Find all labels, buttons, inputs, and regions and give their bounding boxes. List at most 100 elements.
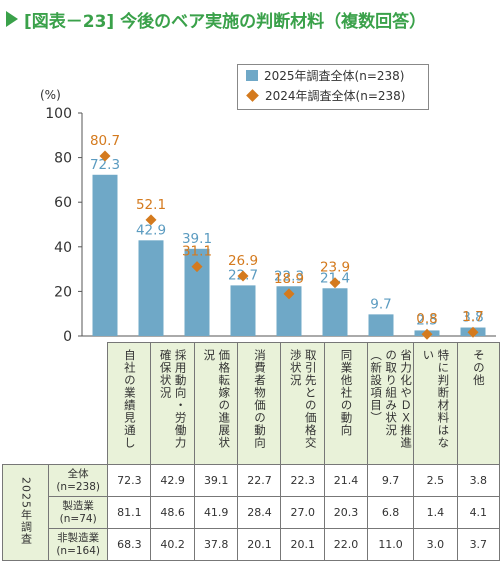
marker-value-label-2024: 18.9 bbox=[274, 271, 304, 287]
table-cell: 3.7 bbox=[456, 528, 500, 561]
marker-2024 bbox=[145, 214, 157, 226]
table-cell: 2.5 bbox=[413, 464, 458, 497]
bar-value-label-2025: 2.5 bbox=[416, 312, 437, 328]
y-tick-label: 60 bbox=[54, 195, 72, 211]
legend-diamond-swatch bbox=[246, 88, 259, 102]
category-label: 特に判断材料はない bbox=[421, 349, 451, 449]
category-label: 自社の業績見通し bbox=[122, 349, 137, 449]
category-label: 取引先との価格交渉状況 bbox=[288, 349, 318, 449]
table-row: 非製造業 (n=164) 68.3 40.2 37.8 20.1 20.1 22.0 11.0… bbox=[3, 528, 500, 561]
bar-2025 bbox=[322, 288, 348, 336]
category-header-cell: 省力化やＤＸ推進の取り組み状況（新設項目） bbox=[367, 342, 415, 465]
bar-value-label-2025: 22.3 bbox=[274, 268, 304, 284]
table-cell: 20.3 bbox=[324, 496, 369, 529]
category-label: 採用動向・労働力確保状況 bbox=[158, 349, 188, 449]
table-cell: 1.4 bbox=[413, 496, 458, 529]
row-label: 非製造業 (n=164) bbox=[47, 528, 109, 561]
y-tick-label: 0 bbox=[63, 329, 72, 345]
category-header-cell: 採用動向・労働力確保状況 bbox=[150, 342, 195, 465]
table-cell: 21.4 bbox=[324, 464, 369, 497]
table-cell: 22.7 bbox=[237, 464, 282, 497]
category-header-row: 自社の業績見通し 採用動向・労働力確保状況 価格転嫁の進展状況 消費者物価の動向 取引先… bbox=[2, 342, 500, 465]
marker-value-label-2024: 26.9 bbox=[228, 253, 258, 269]
marker-value-label-2024: 31.1 bbox=[182, 244, 212, 260]
bar-chart: 02040608010072.380.742.952.139.131.122.7… bbox=[45, 106, 496, 345]
legend-item-2024: 2024年調査全体(n=238) bbox=[238, 85, 428, 105]
table-cell: 3.8 bbox=[456, 464, 500, 497]
table-corner bbox=[2, 342, 108, 465]
table-cell: 20.1 bbox=[280, 528, 326, 561]
legend: 2025年調査全体(n=238) 2024年調査全体(n=238) bbox=[237, 64, 429, 110]
category-header-cell: 同業他社の動向 bbox=[324, 342, 369, 465]
table-row: 製造業 (n=74) 81.1 48.6 41.9 28.4 27.0 20.3 6.8 1.4… bbox=[3, 496, 500, 529]
marker-value-label-2024: 0.8 bbox=[416, 311, 437, 327]
table-cell: 37.8 bbox=[193, 528, 239, 561]
category-header-cell: 消費者物価の動向 bbox=[237, 342, 282, 465]
category-header-cell: その他 bbox=[456, 342, 500, 465]
table-cell: 42.9 bbox=[150, 464, 195, 497]
row-label: 全体 (n=238) bbox=[47, 464, 109, 497]
bar-2025 bbox=[138, 240, 164, 336]
marker-2024 bbox=[421, 328, 433, 340]
legend-label-2024: 2024年調査全体(n=238) bbox=[265, 88, 406, 103]
category-label: 消費者物価の動向 bbox=[252, 349, 267, 449]
category-header-cell: 自社の業績見通し bbox=[107, 342, 152, 465]
table-cell: 11.0 bbox=[367, 528, 415, 561]
category-label: 同業他社の動向 bbox=[339, 349, 354, 437]
legend-item-2025: 2025年調査全体(n=238) bbox=[238, 65, 428, 85]
table-cell: 20.1 bbox=[237, 528, 282, 561]
bar-value-label-2025: 42.9 bbox=[136, 222, 166, 238]
marker-value-label-2024: 52.1 bbox=[136, 197, 166, 213]
category-label: 価格転嫁の進展状況 bbox=[202, 349, 232, 449]
marker-value-label-2024: 23.9 bbox=[320, 260, 350, 276]
table-cell: 22.3 bbox=[280, 464, 326, 497]
bar-2025 bbox=[368, 314, 394, 336]
category-label: 省力化やＤＸ推進の取り組み状況（新設項目） bbox=[369, 349, 414, 449]
y-tick-label: 100 bbox=[45, 106, 72, 122]
legend-bar-swatch bbox=[246, 69, 258, 81]
marker-2024 bbox=[99, 150, 111, 162]
marker-2024 bbox=[191, 261, 203, 273]
bar-value-label-2025: 39.1 bbox=[182, 231, 212, 247]
marker-2024 bbox=[237, 270, 249, 282]
table-cell: 22.0 bbox=[324, 528, 369, 561]
table-cell: 39.1 bbox=[193, 464, 239, 497]
y-tick-label: 80 bbox=[54, 151, 72, 167]
marker-2024 bbox=[467, 326, 479, 338]
y-axis-unit: (%) bbox=[40, 88, 61, 102]
table-row: 2025年調査 全体 (n=238) 72.3 42.9 39.1 22.7 22.3 21.… bbox=[2, 464, 500, 561]
chart-title-text: [図表－23] 今後のベア実施の判断材料（複数回答） bbox=[24, 11, 427, 32]
table-cell: 41.9 bbox=[193, 496, 239, 529]
table-cell: 4.1 bbox=[456, 496, 500, 529]
table-cell: 9.7 bbox=[367, 464, 415, 497]
y-tick-label: 40 bbox=[54, 240, 72, 256]
chart-title: [図表－23] 今後のベア実施の判断材料（複数回答） bbox=[6, 6, 426, 32]
table-cell: 28.4 bbox=[237, 496, 282, 529]
marker-value-label-2024: 80.7 bbox=[90, 133, 120, 149]
bar-value-label-2025: 3.8 bbox=[462, 310, 483, 326]
category-header-cell: 取引先との価格交渉状況 bbox=[280, 342, 326, 465]
marker-2024 bbox=[329, 277, 341, 289]
marker-2024 bbox=[283, 288, 295, 300]
category-header-cell: 価格転嫁の進展状況 bbox=[193, 342, 239, 465]
table-cell: 68.3 bbox=[107, 528, 152, 561]
group-label-text: 2025年調査 bbox=[19, 477, 33, 545]
table-cell: 40.2 bbox=[150, 528, 195, 561]
y-tick-label: 20 bbox=[54, 284, 72, 300]
bar-value-label-2025: 72.3 bbox=[90, 157, 120, 173]
bar-2025 bbox=[92, 174, 118, 336]
category-header-cell: 特に判断材料はない bbox=[413, 342, 458, 465]
bar-2025 bbox=[230, 285, 256, 336]
bar-value-label-2025: 9.7 bbox=[370, 296, 391, 312]
table-cell: 72.3 bbox=[107, 464, 152, 497]
table-cell: 48.6 bbox=[150, 496, 195, 529]
legend-label-2025: 2025年調査全体(n=238) bbox=[264, 68, 405, 83]
row-label: 製造業 (n=74) bbox=[47, 496, 109, 529]
table-group-label: 2025年調査 bbox=[2, 464, 49, 561]
table-cell: 27.0 bbox=[280, 496, 326, 529]
title-triangle-icon bbox=[6, 11, 18, 27]
table-cell: 81.1 bbox=[107, 496, 152, 529]
table-cell: 6.8 bbox=[367, 496, 415, 529]
category-label: その他 bbox=[471, 349, 486, 387]
marker-value-label-2024: 1.7 bbox=[462, 309, 483, 325]
